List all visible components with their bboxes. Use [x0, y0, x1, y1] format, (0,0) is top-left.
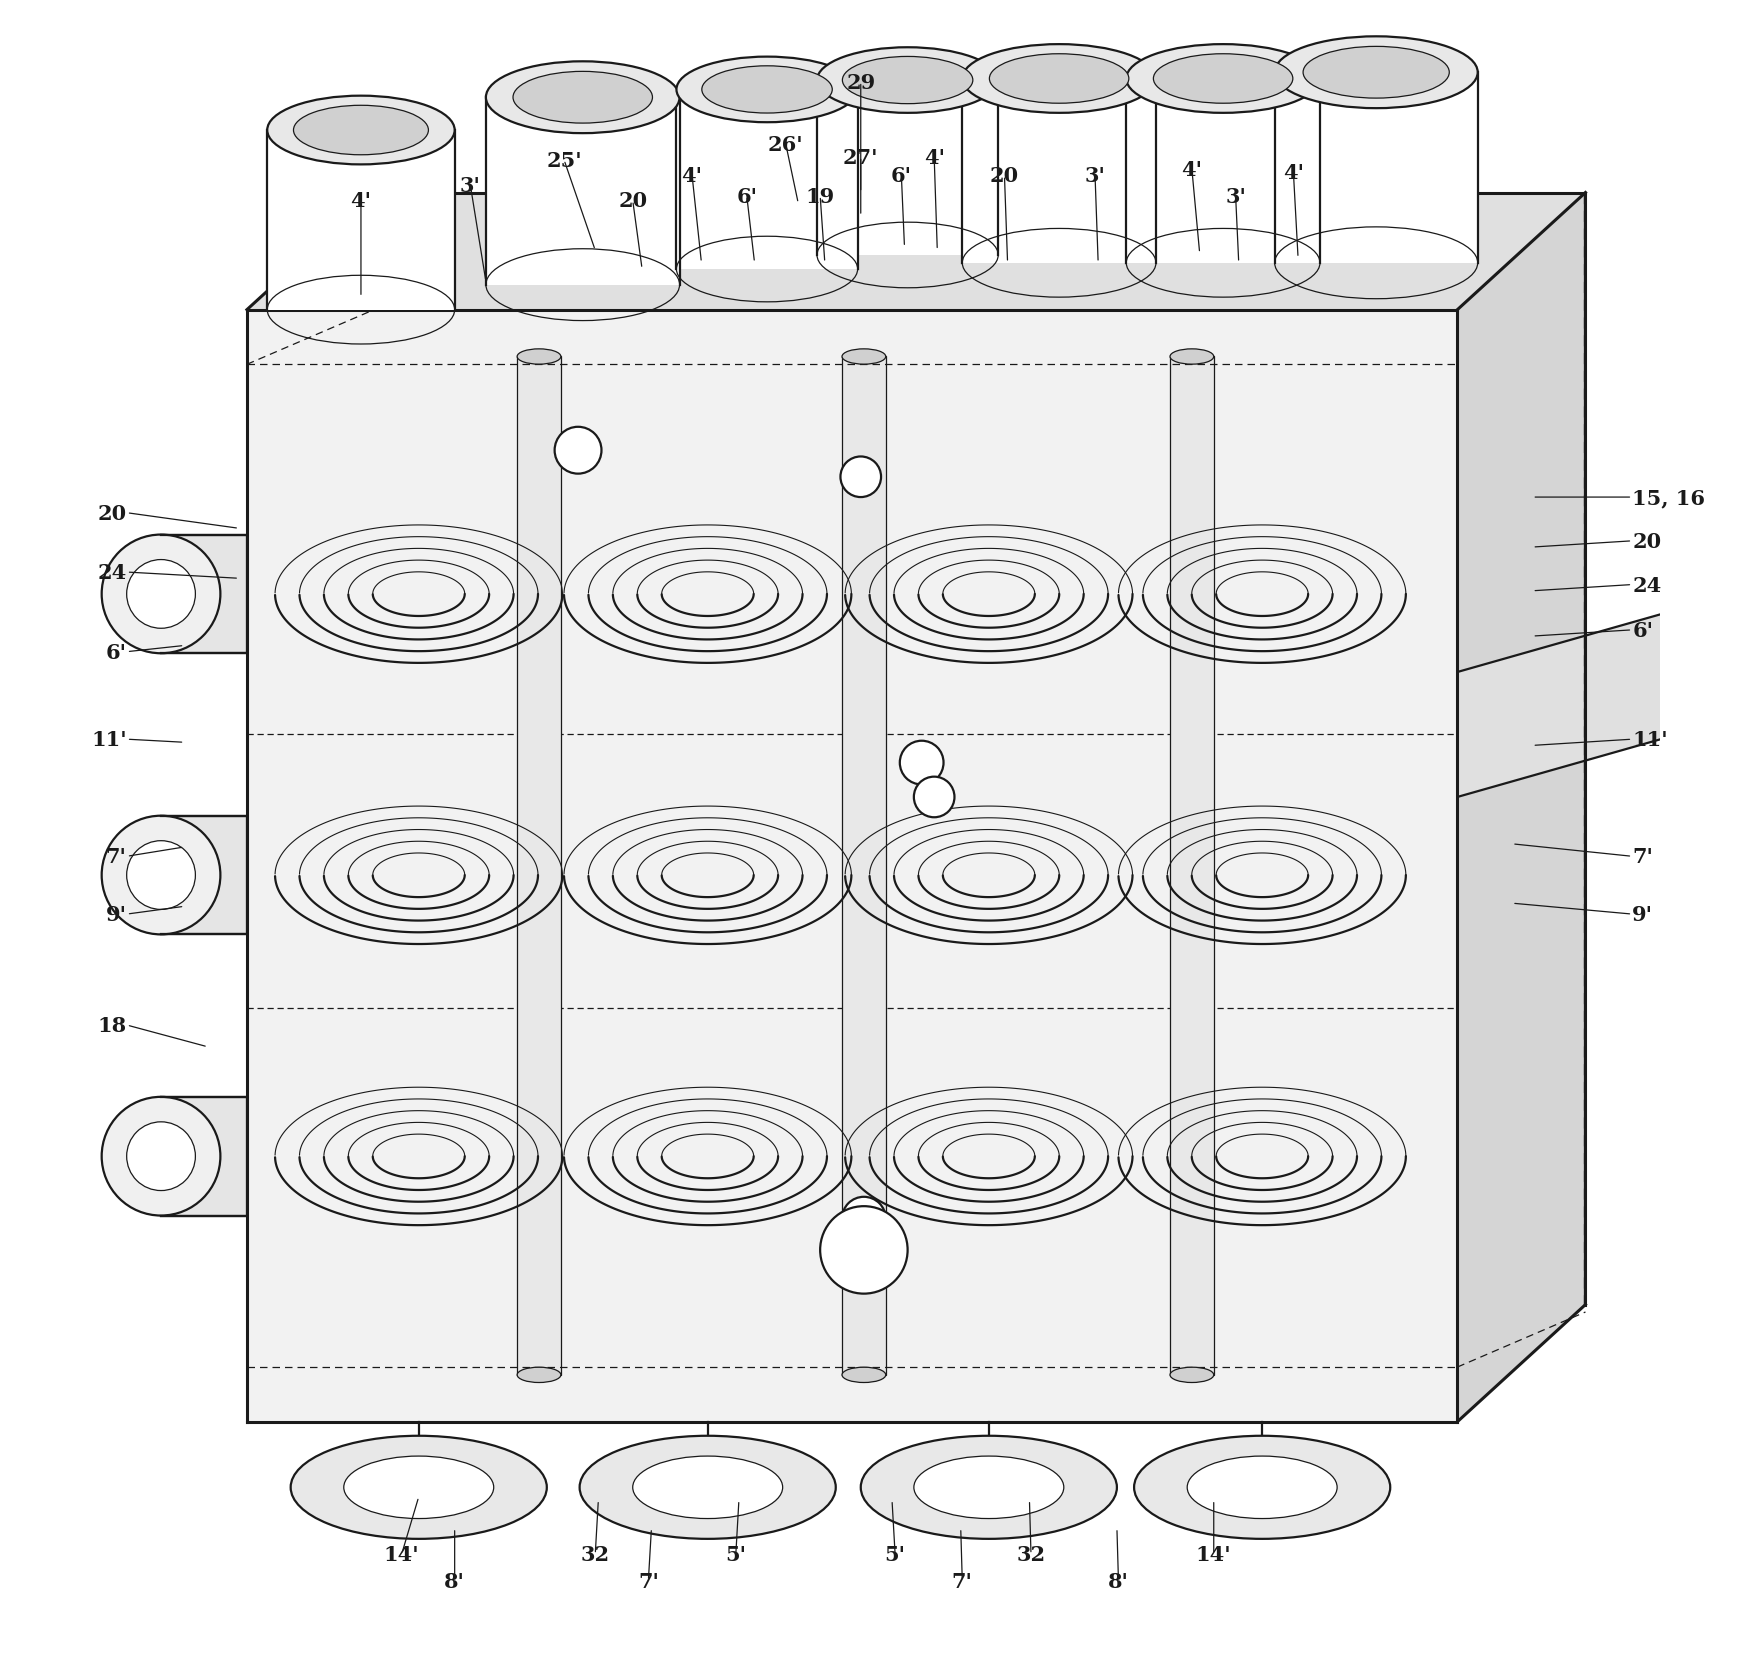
- Ellipse shape: [702, 67, 832, 114]
- Ellipse shape: [843, 350, 887, 365]
- Polygon shape: [162, 816, 246, 935]
- Text: 3': 3': [459, 176, 480, 196]
- Ellipse shape: [962, 45, 1156, 114]
- Text: 20: 20: [1632, 532, 1662, 552]
- Ellipse shape: [514, 72, 653, 124]
- Text: 3': 3': [1085, 166, 1105, 186]
- Text: 20: 20: [97, 504, 127, 524]
- Text: 6': 6': [737, 186, 756, 206]
- Circle shape: [127, 1123, 195, 1191]
- Ellipse shape: [1154, 55, 1293, 104]
- Text: 26': 26': [769, 136, 804, 156]
- Ellipse shape: [290, 1435, 547, 1539]
- Ellipse shape: [1170, 350, 1214, 365]
- Polygon shape: [267, 130, 454, 311]
- Ellipse shape: [633, 1456, 783, 1519]
- Circle shape: [820, 1206, 908, 1293]
- Polygon shape: [1170, 358, 1214, 1375]
- Text: 5': 5': [725, 1544, 746, 1564]
- Circle shape: [102, 535, 220, 654]
- Polygon shape: [1458, 194, 1585, 1422]
- Text: 3': 3': [1226, 186, 1245, 206]
- Polygon shape: [816, 80, 997, 256]
- Text: 9': 9': [1632, 905, 1653, 925]
- Ellipse shape: [1170, 1367, 1214, 1382]
- Ellipse shape: [677, 57, 858, 124]
- Text: 20: 20: [617, 191, 647, 211]
- Polygon shape: [843, 358, 887, 1375]
- Text: 4': 4': [350, 191, 371, 211]
- Text: 15, 16: 15, 16: [1632, 489, 1704, 509]
- Circle shape: [843, 1198, 887, 1241]
- Ellipse shape: [843, 1367, 887, 1382]
- Ellipse shape: [860, 1435, 1117, 1539]
- Text: 25': 25': [547, 151, 582, 171]
- Circle shape: [127, 842, 195, 910]
- Text: 18: 18: [97, 1016, 127, 1036]
- Ellipse shape: [1275, 37, 1478, 109]
- Ellipse shape: [517, 350, 561, 365]
- Text: 6': 6': [1632, 621, 1653, 641]
- Circle shape: [102, 1097, 220, 1216]
- Text: 6': 6': [890, 166, 911, 186]
- Text: 32: 32: [580, 1544, 610, 1564]
- Ellipse shape: [1303, 47, 1449, 99]
- Text: 9': 9': [106, 905, 127, 925]
- Text: 7': 7': [639, 1571, 660, 1591]
- Ellipse shape: [843, 57, 973, 105]
- Text: 32: 32: [1017, 1544, 1045, 1564]
- Text: 19: 19: [806, 186, 836, 206]
- Ellipse shape: [1135, 1435, 1390, 1539]
- Polygon shape: [962, 79, 1156, 264]
- Polygon shape: [162, 535, 246, 654]
- Text: 24: 24: [1632, 576, 1662, 596]
- Polygon shape: [246, 311, 1458, 1422]
- Ellipse shape: [816, 49, 997, 114]
- Ellipse shape: [517, 1367, 561, 1382]
- Ellipse shape: [989, 55, 1129, 104]
- Polygon shape: [485, 99, 679, 286]
- Text: 5': 5': [885, 1544, 906, 1564]
- Text: 27': 27': [843, 147, 878, 167]
- Text: 14': 14': [1196, 1544, 1231, 1564]
- Text: 7': 7': [952, 1571, 973, 1591]
- Polygon shape: [1458, 614, 1664, 798]
- Ellipse shape: [267, 97, 454, 166]
- Text: 7': 7': [106, 847, 127, 867]
- Circle shape: [841, 457, 881, 499]
- Ellipse shape: [485, 62, 679, 134]
- Text: 29: 29: [846, 72, 876, 92]
- Ellipse shape: [580, 1435, 836, 1539]
- Ellipse shape: [1187, 1456, 1337, 1519]
- Polygon shape: [246, 194, 1585, 311]
- Text: 4': 4': [1182, 161, 1203, 181]
- Polygon shape: [1275, 74, 1478, 264]
- Circle shape: [554, 428, 602, 475]
- Text: 6': 6': [106, 642, 127, 663]
- Text: 7': 7': [1632, 847, 1653, 867]
- Polygon shape: [1126, 79, 1319, 264]
- Circle shape: [901, 741, 943, 785]
- Ellipse shape: [343, 1456, 494, 1519]
- Text: 11': 11': [91, 729, 127, 750]
- Ellipse shape: [915, 1456, 1064, 1519]
- Text: 20: 20: [990, 166, 1018, 186]
- Text: 8': 8': [1108, 1571, 1129, 1591]
- Polygon shape: [677, 90, 858, 269]
- Polygon shape: [162, 1097, 246, 1216]
- Text: 8': 8': [445, 1571, 464, 1591]
- Ellipse shape: [294, 105, 429, 156]
- Text: 4': 4': [681, 166, 702, 186]
- Text: 11': 11': [1632, 729, 1668, 750]
- Circle shape: [102, 816, 220, 935]
- Text: 4': 4': [1282, 162, 1303, 182]
- Text: 14': 14': [383, 1544, 419, 1564]
- Circle shape: [127, 560, 195, 629]
- Text: 24: 24: [97, 562, 127, 582]
- Circle shape: [844, 1238, 885, 1278]
- Text: 4': 4': [923, 147, 945, 167]
- Polygon shape: [517, 358, 561, 1375]
- Ellipse shape: [1126, 45, 1319, 114]
- Circle shape: [915, 778, 955, 818]
